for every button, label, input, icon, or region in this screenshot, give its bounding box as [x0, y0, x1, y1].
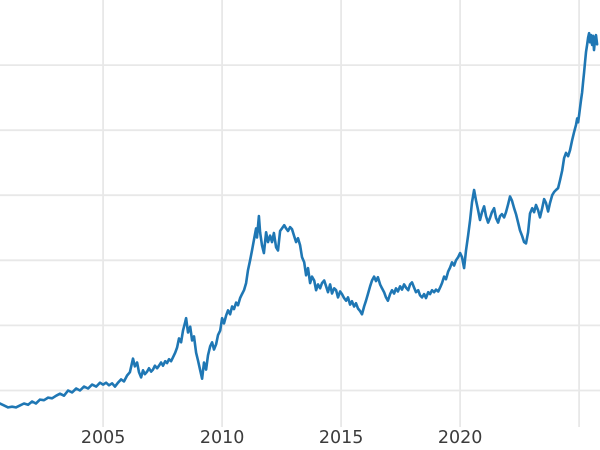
- x-tick-label: 2015: [319, 428, 364, 448]
- x-tick-label: 2010: [200, 428, 245, 448]
- x-axis-labels: 2005 2010 2015 2020: [81, 428, 483, 448]
- x-tick-label: 2020: [438, 428, 483, 448]
- price-line: [0, 31, 599, 409]
- x-tick-label: 2005: [81, 428, 126, 448]
- grid-lines: [0, 0, 600, 427]
